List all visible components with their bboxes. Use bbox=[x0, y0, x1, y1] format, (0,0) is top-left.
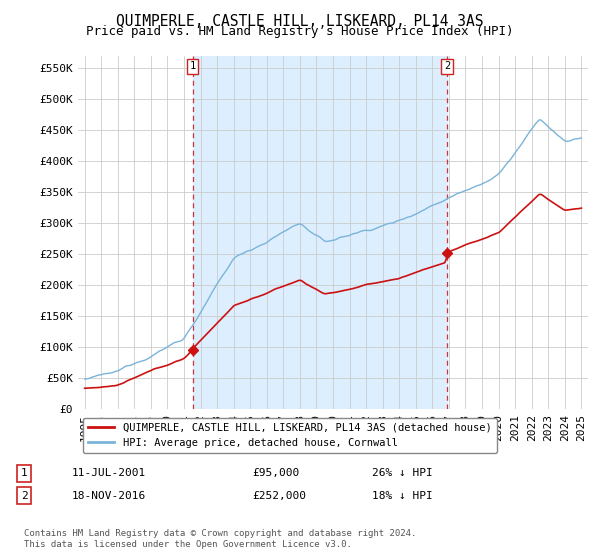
Text: Contains HM Land Registry data © Crown copyright and database right 2024.
This d: Contains HM Land Registry data © Crown c… bbox=[24, 529, 416, 549]
Text: 1: 1 bbox=[20, 468, 28, 478]
Text: 1: 1 bbox=[190, 61, 196, 71]
Text: QUIMPERLE, CASTLE HILL, LISKEARD, PL14 3AS: QUIMPERLE, CASTLE HILL, LISKEARD, PL14 3… bbox=[116, 14, 484, 29]
Text: 2: 2 bbox=[20, 491, 28, 501]
Text: £95,000: £95,000 bbox=[252, 468, 299, 478]
Text: £252,000: £252,000 bbox=[252, 491, 306, 501]
Text: Price paid vs. HM Land Registry’s House Price Index (HPI): Price paid vs. HM Land Registry’s House … bbox=[86, 25, 514, 38]
Text: 26% ↓ HPI: 26% ↓ HPI bbox=[372, 468, 433, 478]
Text: 18-NOV-2016: 18-NOV-2016 bbox=[72, 491, 146, 501]
Bar bbox=[193, 56, 447, 409]
Text: 2: 2 bbox=[444, 61, 450, 71]
Text: 11-JUL-2001: 11-JUL-2001 bbox=[72, 468, 146, 478]
Text: 18% ↓ HPI: 18% ↓ HPI bbox=[372, 491, 433, 501]
Legend: QUIMPERLE, CASTLE HILL, LISKEARD, PL14 3AS (detached house), HPI: Average price,: QUIMPERLE, CASTLE HILL, LISKEARD, PL14 3… bbox=[83, 418, 497, 453]
